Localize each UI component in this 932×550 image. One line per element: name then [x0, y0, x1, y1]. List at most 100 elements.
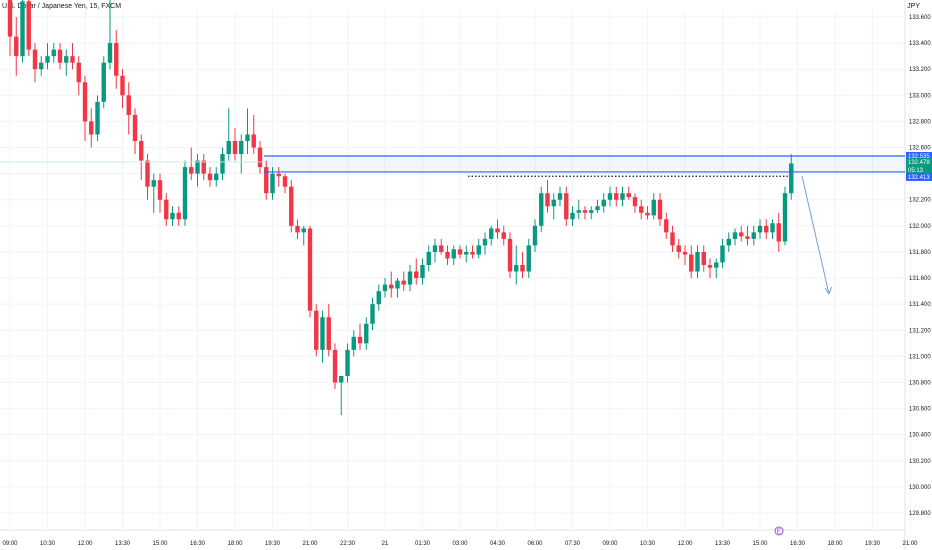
- time-tick-label: 10:30: [40, 541, 56, 547]
- price-tick-label: 131.000: [909, 354, 931, 360]
- candle-body: [95, 101, 100, 135]
- candle-body: [757, 225, 763, 233]
- price-tick-label: 131.200: [909, 328, 931, 334]
- candle-body: [232, 141, 238, 155]
- candle-body: [326, 317, 331, 350]
- candle-body: [257, 147, 263, 168]
- candle-body: [745, 236, 750, 239]
- candle-body: [245, 134, 250, 141]
- price-tick-label: 130.200: [909, 459, 931, 465]
- tag-zone-bottom-bg: [906, 172, 932, 181]
- tag-countdown-bg: [906, 165, 932, 174]
- candle-body: [351, 336, 356, 350]
- candle-body: [495, 228, 500, 233]
- price-tick-label: 133.200: [909, 67, 931, 73]
- time-tick-label: 06:00: [527, 541, 543, 547]
- candle-body: [464, 251, 469, 255]
- candle-body: [276, 173, 281, 177]
- tag-zone-top: 132.535: [908, 154, 930, 160]
- candle-body: [101, 62, 106, 102]
- candle-body: [332, 349, 338, 383]
- candle-body: [145, 160, 150, 187]
- candle-body: [82, 82, 88, 122]
- time-axis[interactable]: 09:00 10:30 12:00 13:30 15:00 16:30 18:00 19:30…: [2, 541, 932, 547]
- candle-body: [220, 154, 225, 174]
- candle-body: [489, 228, 494, 239]
- candle-body: [614, 193, 619, 200]
- candle-body: [714, 262, 719, 268]
- candle-body: [439, 245, 444, 252]
- price-tick-label: 132.800: [909, 119, 931, 125]
- price-tick-label: 130.600: [909, 407, 931, 413]
- candle-body: [664, 219, 669, 233]
- candle-body: [751, 232, 756, 239]
- candle-body: [39, 62, 44, 70]
- candle-body: [776, 223, 781, 242]
- candle-body: [726, 238, 731, 246]
- candle-body: [670, 232, 675, 246]
- candle-body: [357, 336, 363, 344]
- candle-body: [689, 254, 694, 272]
- time-tick-label: 04:30: [490, 541, 506, 547]
- price-tick-label: 133.400: [909, 41, 931, 47]
- candle-body: [501, 232, 506, 239]
- candle-body: [370, 304, 375, 324]
- time-tick-label: 16:30: [790, 541, 806, 547]
- candle-body: [557, 193, 563, 200]
- time-tick-label: 13:30: [115, 541, 131, 547]
- candle-body: [207, 173, 213, 181]
- price-axis[interactable]: 129.800 130.000 130.200 130.400 130.600 130.8…: [909, 15, 931, 517]
- candle-body: [201, 160, 206, 174]
- price-tick-label: 131.400: [909, 302, 931, 308]
- currency-label: JPY: [907, 3, 920, 10]
- candle-body: [507, 238, 513, 272]
- candle-body: [345, 349, 350, 376]
- time-tick-label: 19:30: [265, 541, 281, 547]
- candle-body: [57, 49, 63, 63]
- candle-body: [707, 265, 713, 268]
- price-tick-label: 133.000: [909, 93, 931, 99]
- candle-body: [639, 206, 644, 213]
- candle-body: [401, 280, 406, 285]
- price-tick-label: 129.800: [909, 511, 931, 517]
- candle-body: [626, 193, 631, 198]
- time-tick-label: 21:00: [302, 541, 318, 547]
- candle-body: [482, 238, 488, 246]
- candle-body: [226, 141, 231, 155]
- candle-body: [514, 265, 519, 272]
- time-tick-label: 09:00: [602, 541, 618, 547]
- candle-body: [26, 1, 31, 50]
- candle-body: [76, 62, 81, 83]
- candle-body: [601, 199, 606, 207]
- price-tick-label: 132.200: [909, 198, 931, 204]
- time-tick-label: 22:30: [340, 541, 356, 547]
- candle-body: [732, 232, 738, 239]
- candle-body: [389, 284, 394, 289]
- resistance-zone: [264, 156, 905, 172]
- projection-arrow-head: [824, 286, 832, 295]
- candle-body: [607, 193, 613, 200]
- candle-body: [20, 1, 25, 57]
- candle-body: [526, 245, 531, 272]
- time-tick-label: 15:00: [752, 541, 768, 547]
- candle-body: [782, 193, 788, 242]
- candle-body: [382, 284, 388, 292]
- candle-body: [407, 271, 413, 285]
- time-tick-label: 13:30: [715, 541, 731, 547]
- candle-body: [32, 49, 38, 70]
- time-tick-label: 21:00: [902, 541, 918, 547]
- candle-body: [657, 199, 663, 220]
- candle-body: [426, 251, 431, 265]
- price-tick-label: 130.400: [909, 433, 931, 439]
- candle-body: [414, 271, 419, 279]
- candle-body: [282, 176, 288, 187]
- time-tick-label: 03:00: [452, 541, 468, 547]
- candle-body: [295, 225, 300, 233]
- candle-body: [632, 197, 638, 207]
- price-tick-label: 130.800: [909, 380, 931, 386]
- candle-body: [520, 265, 525, 272]
- candle-body: [270, 173, 275, 194]
- candle-body: [739, 232, 744, 237]
